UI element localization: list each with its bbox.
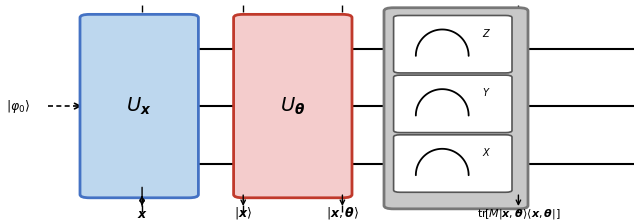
Text: $X$: $X$ xyxy=(482,146,492,158)
FancyBboxPatch shape xyxy=(394,75,512,133)
Text: $Z$: $Z$ xyxy=(482,27,491,38)
FancyBboxPatch shape xyxy=(394,15,512,73)
FancyBboxPatch shape xyxy=(80,14,198,198)
FancyBboxPatch shape xyxy=(234,14,352,198)
Text: $U_{\boldsymbol{x}}$: $U_{\boldsymbol{x}}$ xyxy=(127,95,152,117)
Text: $|\varphi_0\rangle$: $|\varphi_0\rangle$ xyxy=(6,98,31,114)
Text: $|\boldsymbol{x}\rangle$: $|\boldsymbol{x}\rangle$ xyxy=(234,205,252,221)
Text: $U_{\boldsymbol{\theta}}$: $U_{\boldsymbol{\theta}}$ xyxy=(280,95,305,117)
FancyBboxPatch shape xyxy=(394,135,512,192)
FancyBboxPatch shape xyxy=(384,8,528,209)
Text: $|\boldsymbol{x},\boldsymbol{\theta}\rangle$: $|\boldsymbol{x},\boldsymbol{\theta}\ran… xyxy=(326,205,359,221)
Text: $\boldsymbol{x}$: $\boldsymbol{x}$ xyxy=(136,208,148,221)
Text: $\mathrm{tr}\!\left[M|\boldsymbol{x},\boldsymbol{\theta}\rangle\langle\boldsymbo: $\mathrm{tr}\!\left[M|\boldsymbol{x},\bo… xyxy=(477,207,560,221)
Text: $Y$: $Y$ xyxy=(483,86,491,98)
